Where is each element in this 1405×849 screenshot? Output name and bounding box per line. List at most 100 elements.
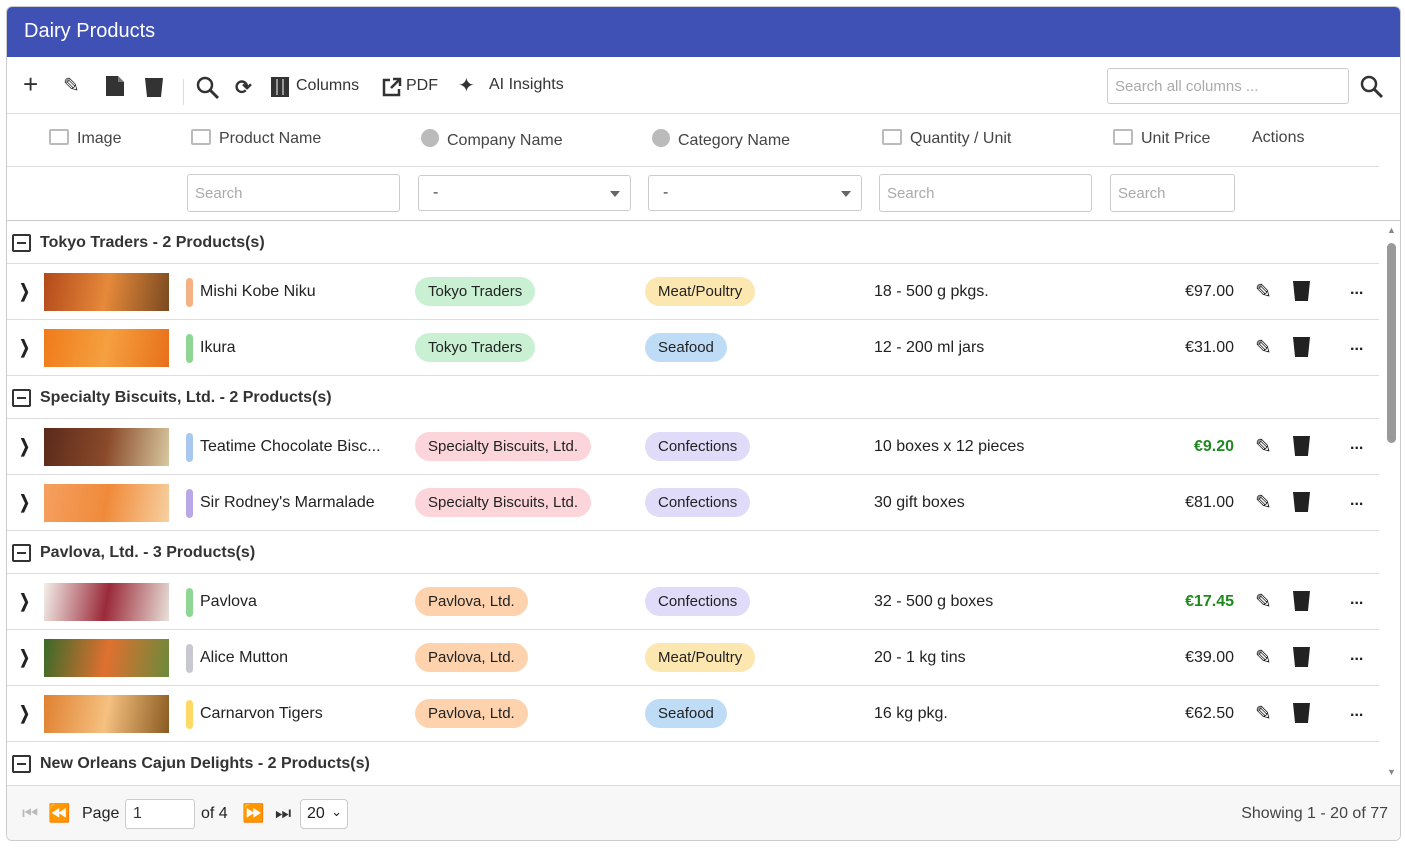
pager-summary: Showing 1 - 20 of 77 <box>1241 805 1388 822</box>
company-chip: Tokyo Traders <box>415 277 536 306</box>
row-divider <box>7 418 1379 419</box>
pdf-button[interactable]: PDF <box>406 77 438 94</box>
next-page[interactable]: ⏩ <box>242 803 265 823</box>
category-chip: Confections <box>645 587 751 616</box>
expand-row[interactable]: ❯ <box>19 436 30 456</box>
row-divider <box>7 530 1379 531</box>
unit-price: €97.00 <box>1185 283 1234 300</box>
unit-price: €31.00 <box>1185 339 1234 356</box>
global-search[interactable] <box>1107 68 1349 104</box>
product-image <box>44 329 169 367</box>
delete-button[interactable] <box>144 76 164 98</box>
edit-row[interactable]: ✎ <box>1255 703 1272 725</box>
page-count: of 4 <box>201 805 228 822</box>
delete-row[interactable] <box>1293 337 1310 357</box>
page-input[interactable] <box>125 799 195 829</box>
refresh-button[interactable]: ⟳ <box>235 77 252 99</box>
column-header[interactable]: Image <box>49 129 121 148</box>
row-menu[interactable]: ... <box>1350 281 1364 298</box>
edit-row[interactable]: ✎ <box>1255 647 1272 669</box>
delete-row[interactable] <box>1293 281 1310 301</box>
row-menu[interactable]: ... <box>1350 591 1364 608</box>
edit-row[interactable]: ✎ <box>1255 337 1272 359</box>
status-indicator <box>186 489 193 518</box>
expand-row[interactable]: ❯ <box>19 647 30 667</box>
expand-row[interactable]: ❯ <box>19 703 30 723</box>
page-size[interactable]: 20 ⌄ <box>300 799 348 829</box>
quantity: 12 - 200 ml jars <box>874 339 985 356</box>
group-toggle[interactable] <box>12 389 31 407</box>
edit-row[interactable]: ✎ <box>1255 436 1272 458</box>
column-header[interactable]: Unit Price <box>1113 129 1210 148</box>
column-header[interactable]: Category Name <box>652 129 790 150</box>
column-title: Product Name <box>219 130 322 147</box>
group-toggle[interactable] <box>12 544 31 562</box>
search-button[interactable] <box>196 76 220 100</box>
edit-row[interactable]: ✎ <box>1255 591 1272 613</box>
pdf-icon <box>382 77 402 97</box>
delete-row[interactable] <box>1293 436 1310 456</box>
column-header[interactable]: Product Name <box>191 129 321 148</box>
expand-row[interactable]: ❯ <box>19 591 30 611</box>
row-menu[interactable]: ... <box>1350 703 1364 720</box>
group-toggle[interactable] <box>12 755 31 773</box>
document-button[interactable] <box>105 75 125 97</box>
column-header[interactable]: Quantity / Unit <box>882 129 1011 148</box>
scroll-down[interactable]: ▼ <box>1387 767 1396 777</box>
edit-button[interactable]: ✎ <box>63 75 80 97</box>
page-label: Page <box>82 805 120 822</box>
delete-row[interactable] <box>1293 647 1310 667</box>
product-image <box>44 639 169 677</box>
category-chip: Confections <box>645 488 751 517</box>
add-button[interactable]: + <box>23 69 39 99</box>
scrollbar-thumb[interactable] <box>1387 243 1396 443</box>
column-header[interactable]: Company Name <box>421 129 563 150</box>
last-page[interactable]: ⏭ <box>275 803 292 823</box>
first-page[interactable]: ⏮ <box>22 803 39 823</box>
filter-input[interactable] <box>879 174 1092 212</box>
filter-input[interactable] <box>187 174 400 212</box>
edit-row[interactable]: ✎ <box>1255 281 1272 303</box>
data-grid: Dairy Products + ✎ ⟳ Columns PDF ✦ AI In… <box>6 6 1401 841</box>
expand-row[interactable]: ❯ <box>19 337 30 357</box>
filter-dropdown[interactable]: - <box>648 175 862 211</box>
row-menu[interactable]: ... <box>1350 436 1364 453</box>
scroll-up[interactable]: ▲ <box>1387 225 1396 235</box>
status-indicator <box>186 644 193 673</box>
product-image <box>44 583 169 621</box>
row-divider <box>7 685 1379 686</box>
delete-row[interactable] <box>1293 591 1310 611</box>
ai-insights-button[interactable]: AI Insights <box>489 76 564 93</box>
row-menu[interactable]: ... <box>1350 647 1364 664</box>
category-chip: Meat/Poultry <box>645 277 756 306</box>
quantity: 16 kg pkg. <box>874 705 948 722</box>
row-menu[interactable]: ... <box>1350 337 1364 354</box>
group-label: Pavlova, Ltd. - 3 Products(s) <box>40 544 256 561</box>
quantity: 32 - 500 g boxes <box>874 593 994 610</box>
column-title: Category Name <box>678 132 791 149</box>
delete-row[interactable] <box>1293 492 1310 512</box>
column-title: Company Name <box>447 132 563 149</box>
columns-button[interactable]: Columns <box>296 77 360 94</box>
expand-row[interactable]: ❯ <box>19 281 30 301</box>
global-search-button[interactable] <box>1360 75 1384 99</box>
product-name: Ikura <box>200 339 236 356</box>
row-divider <box>7 629 1379 630</box>
column-header[interactable]: Actions <box>1252 129 1304 147</box>
row-menu[interactable]: ... <box>1350 492 1364 509</box>
filter-input[interactable] <box>1110 174 1235 212</box>
delete-row[interactable] <box>1293 703 1310 723</box>
group-toggle[interactable] <box>12 234 31 252</box>
category-chip: Seafood <box>645 699 727 728</box>
column-title: Image <box>77 130 122 147</box>
unit-price: €9.20 <box>1193 438 1234 455</box>
row-divider <box>7 573 1379 574</box>
prev-page[interactable]: ⏪ <box>48 803 71 823</box>
product-name: Pavlova <box>200 593 257 610</box>
page-size-value: 20 <box>307 805 325 822</box>
expand-row[interactable]: ❯ <box>19 492 30 512</box>
edit-row[interactable]: ✎ <box>1255 492 1272 514</box>
filter-dropdown[interactable]: - <box>418 175 631 211</box>
company-chip: Pavlova, Ltd. <box>415 643 528 672</box>
